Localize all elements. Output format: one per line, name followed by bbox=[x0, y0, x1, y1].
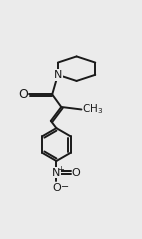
Text: −: − bbox=[60, 182, 69, 192]
Text: +: + bbox=[57, 165, 64, 174]
Text: N: N bbox=[54, 70, 62, 80]
Text: N: N bbox=[52, 168, 61, 178]
Text: CH$_3$: CH$_3$ bbox=[82, 102, 103, 116]
Text: O: O bbox=[52, 183, 61, 193]
Text: O: O bbox=[72, 168, 81, 178]
Text: O: O bbox=[18, 88, 28, 101]
